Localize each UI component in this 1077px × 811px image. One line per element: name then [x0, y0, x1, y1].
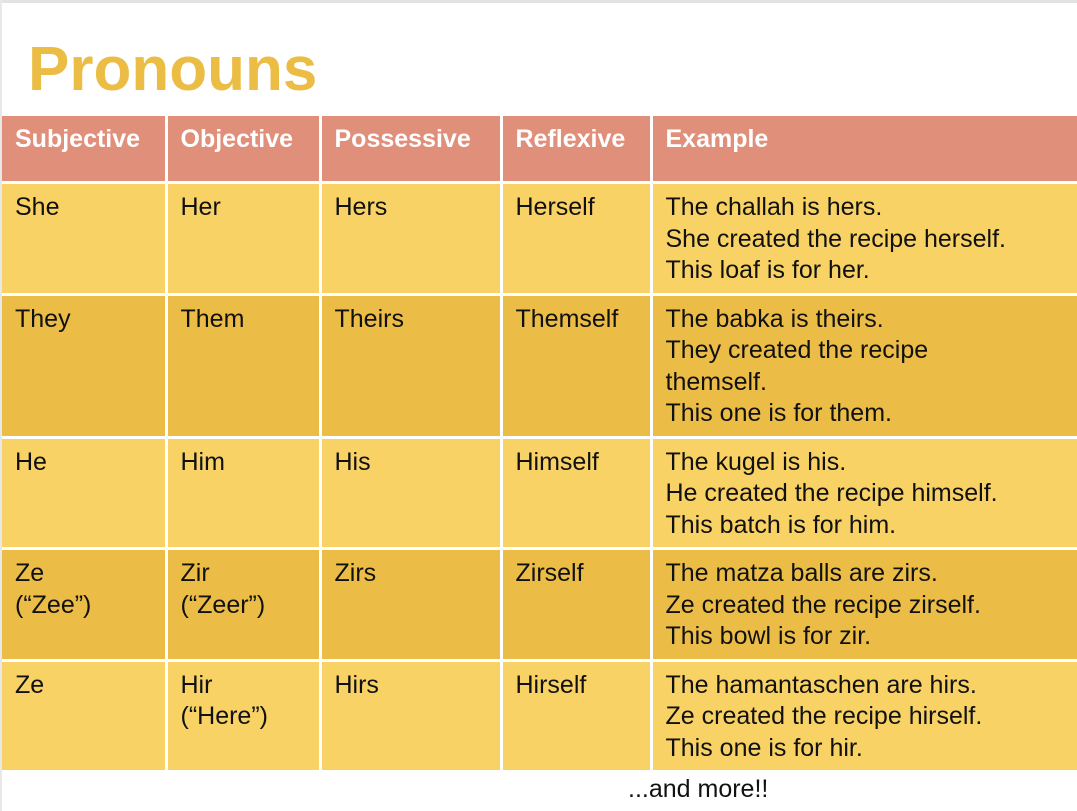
cell-line: Zir: [180, 559, 210, 587]
cell-example: The challah is hers. She created the reci…: [649, 181, 1077, 296]
left-border: [0, 0, 2, 811]
cell-line: His: [334, 447, 371, 476]
cell-line: Themself: [515, 304, 619, 333]
cell-line: themself.: [665, 367, 767, 396]
footer-note: ...and more!!: [628, 775, 769, 803]
cell-subjective: He: [2, 435, 168, 550]
cell-objective: Her: [164, 181, 322, 296]
cell-line: Ze created the recipe hirself.: [665, 702, 983, 730]
cell-line: Her: [180, 193, 221, 221]
cell-subjective: Ze (“Zee”): [2, 547, 168, 662]
cell-line: Hers: [334, 193, 388, 221]
cell-line: This batch is for him.: [665, 510, 897, 539]
header-objective: Objective: [166, 116, 322, 184]
cell-line: Him: [180, 447, 225, 476]
cell-reflexive: Himself: [499, 435, 653, 550]
cell-subjective: Ze: [2, 658, 168, 773]
cell-line: Hirself: [515, 670, 587, 699]
pronouns-table: Subjective Objective Possessive Reflexiv…: [2, 116, 1077, 773]
cell-line: Hir: [180, 670, 213, 699]
cell-line: Ze: [15, 670, 45, 699]
cell-possessive: Theirs: [318, 292, 503, 439]
top-border: [0, 0, 1077, 3]
cell-example: The hamantaschen are hirs. Ze created the…: [649, 658, 1077, 773]
header-possessive: Possessive: [320, 116, 503, 184]
cell-line: He: [15, 447, 47, 476]
cell-line: (“Here”): [180, 702, 269, 730]
cell-line: The challah is hers.: [665, 193, 883, 221]
table-row: Ze Hir (“Here”) Hirs Hirself The hamantaschen…: [2, 658, 1077, 773]
cell-line: Ze created the recipe zirself.: [665, 590, 981, 619]
cell-line: (“Zee”): [15, 590, 92, 619]
cell-reflexive: Hirself: [499, 658, 653, 773]
cell-line: The kugel is his.: [665, 447, 847, 476]
cell-line: They created the recipe: [665, 336, 929, 364]
cell-line: The matza balls are zirs.: [665, 559, 938, 587]
header-reflexive: Reflexive: [501, 116, 653, 184]
cell-subjective: She: [2, 181, 168, 296]
cell-line: Theirs: [334, 304, 404, 333]
cell-line: This bowl is for zir.: [665, 622, 872, 650]
cell-line: (“Zeer”): [180, 590, 266, 619]
cell-line: Ze: [15, 559, 45, 587]
table-row: He Him His Himself The kugel is his. He creat…: [2, 435, 1077, 550]
cell-line: This loaf is for her.: [665, 256, 870, 284]
cell-example: The matza balls are zirs. Ze created the …: [649, 547, 1077, 662]
cell-reflexive: Zirself: [499, 547, 653, 662]
cell-line: The babka is theirs.: [665, 304, 884, 333]
cell-line: He created the recipe himself.: [665, 479, 998, 507]
cell-line: This one is for them.: [665, 399, 892, 427]
cell-line: She created the recipe herself.: [665, 224, 1006, 253]
cell-line: Zirself: [515, 559, 584, 587]
cell-objective: Him: [164, 435, 322, 550]
cell-possessive: Hers: [318, 181, 503, 296]
table-row: She Her Hers Herself The challah is hers. She…: [2, 181, 1077, 296]
page-title: Pronouns: [28, 35, 318, 104]
cell-line: Herself: [515, 193, 595, 221]
cell-line: They: [15, 304, 71, 333]
cell-possessive: Hirs: [318, 658, 503, 773]
cell-objective: Them: [164, 292, 322, 439]
header-row: Subjective Objective Possessive Reflexiv…: [2, 116, 1077, 184]
cell-reflexive: Herself: [499, 181, 653, 296]
cell-possessive: Zirs: [318, 547, 503, 662]
cell-line: The hamantaschen are hirs.: [665, 670, 977, 699]
cell-line: Himself: [515, 447, 599, 476]
cell-subjective: They: [2, 292, 168, 439]
cell-reflexive: Themself: [499, 292, 653, 439]
table-row: Ze (“Zee”) Zir (“Zeer”) Zirs Zirself The matza…: [2, 547, 1077, 662]
cell-line: Hirs: [334, 670, 379, 699]
header-example: Example: [651, 116, 1077, 184]
cell-objective: Zir (“Zeer”): [164, 547, 322, 662]
cell-line: Zirs: [334, 559, 377, 587]
cell-example: The babka is theirs. They created the rec…: [649, 292, 1077, 439]
cell-possessive: His: [318, 435, 503, 550]
cell-line: This one is for hir.: [665, 733, 863, 762]
table-row: They Them Theirs Themself The babka is their…: [2, 292, 1077, 439]
header-subjective: Subjective: [2, 116, 168, 184]
cell-example: The kugel is his. He created the recipe h…: [649, 435, 1077, 550]
cell-line: Them: [180, 304, 245, 333]
cell-objective: Hir (“Here”): [164, 658, 322, 773]
cell-line: She: [15, 193, 60, 221]
